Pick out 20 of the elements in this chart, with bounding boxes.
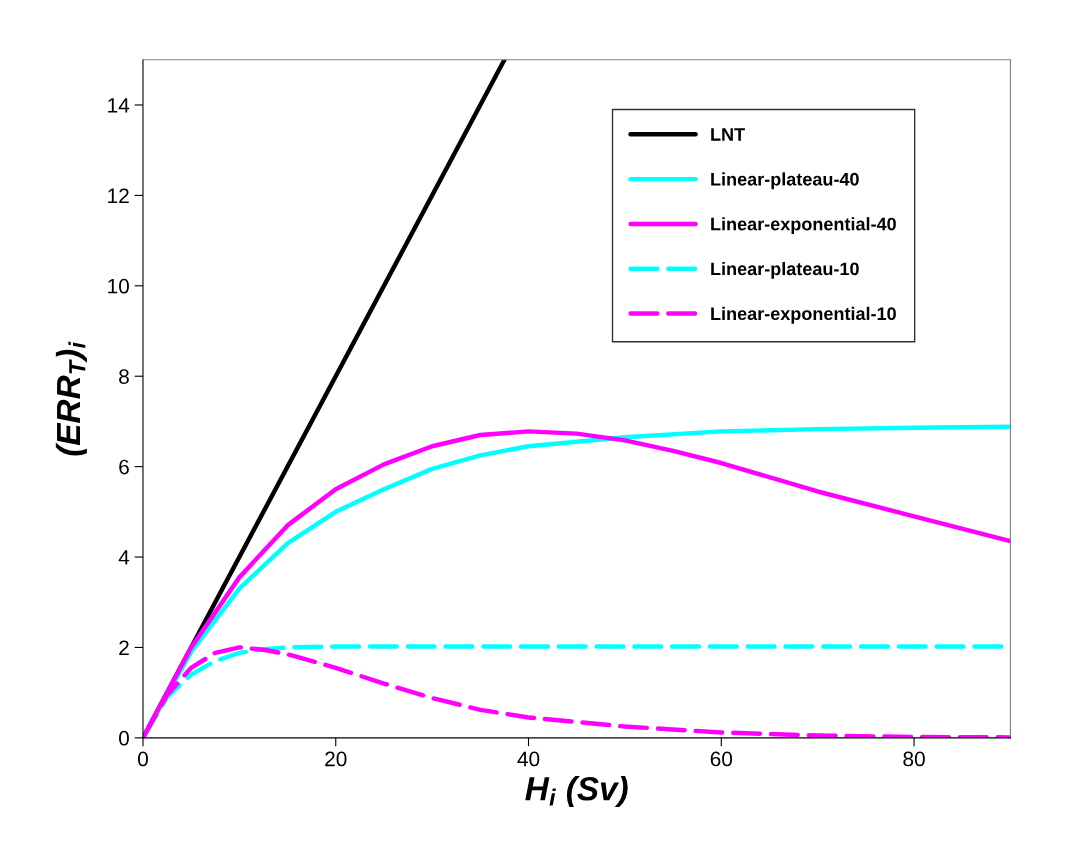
x-tick-label: 20 bbox=[325, 751, 347, 767]
x-axis-title: H$_{i}$ (Sv) bbox=[525, 776, 628, 808]
y-tick-label: 6 bbox=[119, 459, 129, 475]
legend-label: Linear-plateau-10 bbox=[711, 262, 859, 279]
x-tick-label: 40 bbox=[517, 751, 540, 767]
legend-label: Linear-exponential-10 bbox=[711, 306, 896, 324]
x-tick-label: 80 bbox=[903, 751, 925, 767]
y-tick-label: 12 bbox=[108, 188, 129, 203]
x-tick-label: 0 bbox=[138, 751, 148, 767]
y-tick-label: 10 bbox=[108, 278, 129, 294]
legend-label: LNT bbox=[711, 128, 745, 141]
y-tick-label: 8 bbox=[119, 369, 129, 384]
x-tick-label: 60 bbox=[710, 751, 733, 767]
y-tick-label: 4 bbox=[118, 550, 130, 565]
y-tick-label: 0 bbox=[119, 730, 129, 746]
legend-label: Linear-exponential-40 bbox=[711, 217, 896, 235]
y-tick-label: 14 bbox=[108, 98, 130, 113]
y-axis-title: (ERR$_{T}$)$_{i}$ bbox=[55, 341, 87, 456]
y-tick-label: 2 bbox=[119, 640, 129, 655]
legend-label: Linear-plateau-40 bbox=[711, 172, 859, 190]
